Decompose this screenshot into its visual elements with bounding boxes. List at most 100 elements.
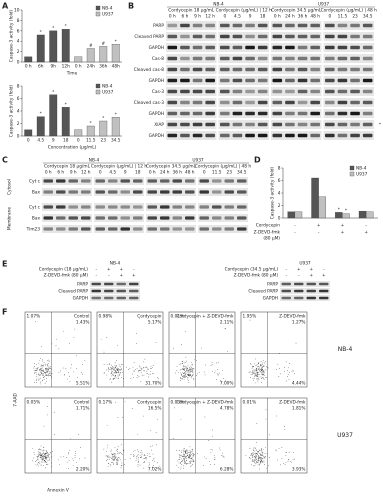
event-dot <box>192 374 194 376</box>
fraction-label: Membrane <box>7 207 13 230</box>
event-dot <box>265 377 266 378</box>
event-dot <box>185 372 187 374</box>
event-dot <box>49 457 50 459</box>
event-dot <box>258 459 259 461</box>
blot-strip <box>323 98 374 107</box>
event-dot <box>190 466 191 468</box>
event-dot <box>188 380 189 381</box>
event-dot <box>182 376 183 377</box>
blot-band <box>43 227 53 231</box>
event-dot <box>58 459 60 461</box>
blot-strip <box>94 214 144 222</box>
event-dot <box>255 454 256 456</box>
event-dot <box>44 454 46 455</box>
event-dot <box>259 368 260 370</box>
blot-band <box>310 67 320 72</box>
event-dot <box>47 365 49 367</box>
lane-label: 9 h <box>70 170 77 176</box>
event-dot <box>65 368 67 370</box>
event-dot <box>128 369 129 370</box>
event-dot <box>186 368 188 370</box>
event-dot <box>250 458 252 460</box>
blot-band <box>199 179 209 183</box>
x-axis-label: Annexin V <box>47 488 69 494</box>
event-dot <box>266 376 267 378</box>
event-dot <box>146 458 148 460</box>
event-dot <box>141 367 143 369</box>
event-dot <box>38 378 40 380</box>
event-dot <box>152 367 153 368</box>
blot-strip <box>218 98 269 107</box>
x-tick-label: 6h <box>38 64 44 70</box>
blot-band <box>43 179 53 183</box>
event-dot <box>47 460 49 462</box>
event-dot <box>137 458 139 460</box>
event-dot <box>46 377 47 379</box>
event-dot <box>111 375 113 377</box>
event-dot <box>38 379 40 381</box>
event-dot <box>119 369 120 370</box>
event-dot <box>37 454 39 456</box>
treatment-sign: + <box>341 230 345 236</box>
lane-label: 18 <box>135 170 141 176</box>
event-dot <box>72 464 74 466</box>
significance-mark: * <box>102 116 105 122</box>
blot-band <box>192 122 203 127</box>
column-title: Control <box>74 400 90 406</box>
treatment-sign: + <box>341 223 345 229</box>
event-dot <box>116 464 118 466</box>
event-dot <box>259 461 261 463</box>
event-dot <box>38 449 40 451</box>
blot-band <box>95 227 105 231</box>
lane-label: 0 h <box>169 14 176 20</box>
event-dot <box>113 463 114 465</box>
event-dot <box>40 458 42 460</box>
blot-band <box>285 56 295 61</box>
event-dot <box>257 367 259 369</box>
blot-band <box>180 45 190 50</box>
event-dot <box>257 379 259 381</box>
event-dot <box>42 376 44 378</box>
blot-band <box>81 179 91 183</box>
event-dot <box>119 372 121 374</box>
event-dot <box>142 458 144 460</box>
event-dot <box>183 451 185 452</box>
blot-band <box>281 289 291 293</box>
event-dot <box>103 364 105 365</box>
event-dot <box>190 462 191 464</box>
event-dot <box>191 370 193 372</box>
event-dot <box>129 368 131 369</box>
event-dot <box>256 461 257 462</box>
event-dot <box>252 366 254 368</box>
event-dot <box>110 371 112 373</box>
event-dot <box>121 368 122 370</box>
blot-band <box>362 89 373 94</box>
event-dot <box>191 465 193 467</box>
event-dot <box>114 453 116 454</box>
blot-band <box>133 216 143 220</box>
blot-band <box>212 190 222 194</box>
event-dot <box>256 452 258 454</box>
event-dot <box>144 460 145 462</box>
event-dot <box>51 373 53 374</box>
blot-band <box>272 78 283 83</box>
event-dot <box>222 452 223 454</box>
event-dot <box>48 359 50 361</box>
event-dot <box>106 369 107 371</box>
lane-label: 0 h <box>45 170 52 176</box>
quadrant-lr: 3.93% <box>292 467 306 473</box>
event-dot <box>133 371 135 373</box>
event-dot <box>193 453 195 455</box>
event-dot <box>183 467 184 469</box>
blot-strip <box>271 120 322 129</box>
event-dot <box>248 371 250 373</box>
blot-strip <box>166 109 217 118</box>
event-dot <box>259 456 261 458</box>
event-dot <box>255 450 257 451</box>
event-dot <box>287 460 289 462</box>
event-dot <box>256 454 258 455</box>
blot-strip <box>198 177 248 185</box>
event-dot <box>190 457 192 459</box>
event-dot <box>179 457 181 458</box>
